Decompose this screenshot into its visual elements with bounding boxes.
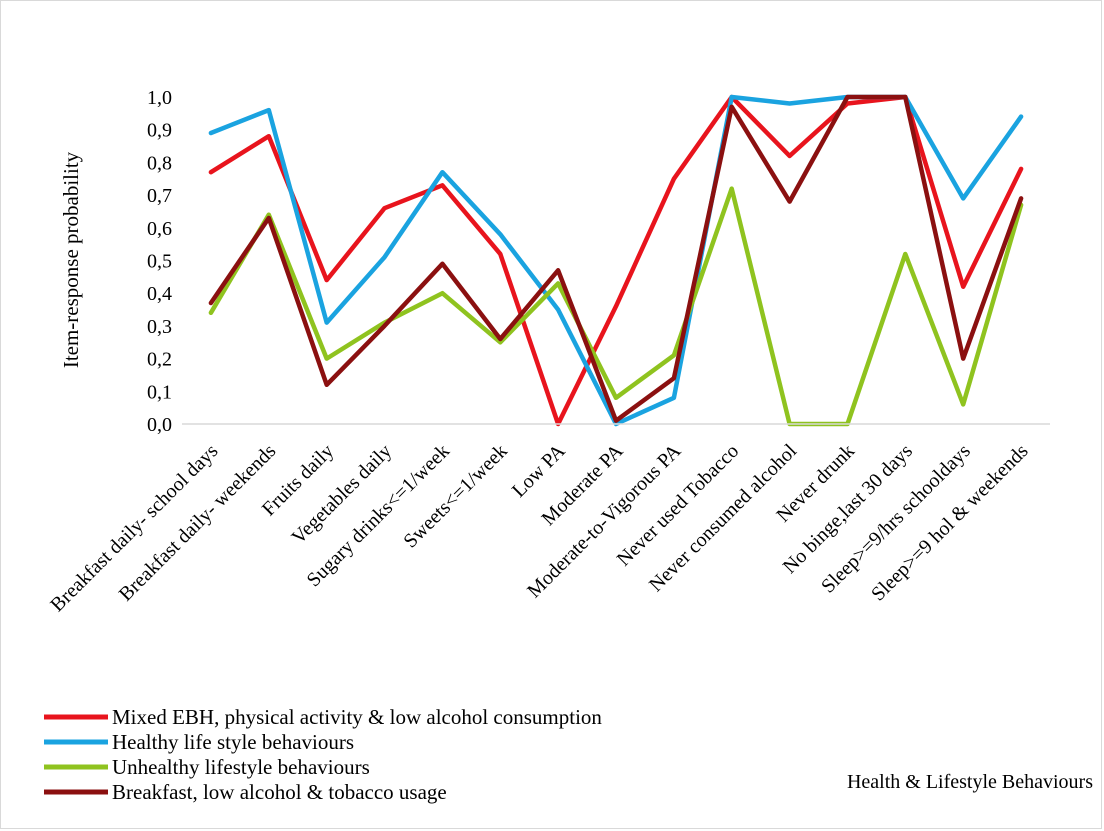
y-tick-label: 0,3	[147, 316, 172, 338]
series-line-4	[208, 94, 1024, 423]
y-axis-title: Item-response probability	[59, 151, 83, 368]
x-category-label: Vegetables daily	[287, 440, 396, 549]
series-line-2	[208, 94, 1024, 427]
y-tick-label: 0,9	[147, 120, 172, 142]
legend-label: Mixed EBH, physical activity & low alcoh…	[112, 705, 602, 729]
y-tick-label: 0,2	[147, 349, 172, 371]
legend-label: Healthy life style behaviours	[112, 730, 354, 754]
y-tick-label: 0,7	[147, 185, 172, 207]
y-tick-label: 0,1	[147, 381, 172, 403]
y-tick-label: 0,4	[147, 283, 172, 305]
series-line-3	[208, 186, 1024, 427]
series-line-1	[208, 94, 1024, 427]
y-tick-label: 0,6	[147, 218, 172, 240]
legend-label: Unhealthy lifestyle behaviours	[112, 755, 370, 779]
y-tick-label: 1,0	[147, 87, 172, 109]
y-tick-label: 0,0	[147, 414, 172, 436]
x-axis-title: Health & Lifestyle Behaviours	[847, 771, 1093, 793]
legend-label: Breakfast, low alcohol & tobacco usage	[112, 780, 447, 804]
y-tick-label: 0,8	[147, 152, 172, 174]
x-category-label: Sweets<=1/week	[399, 440, 511, 552]
y-tick-label: 0,5	[147, 251, 172, 273]
